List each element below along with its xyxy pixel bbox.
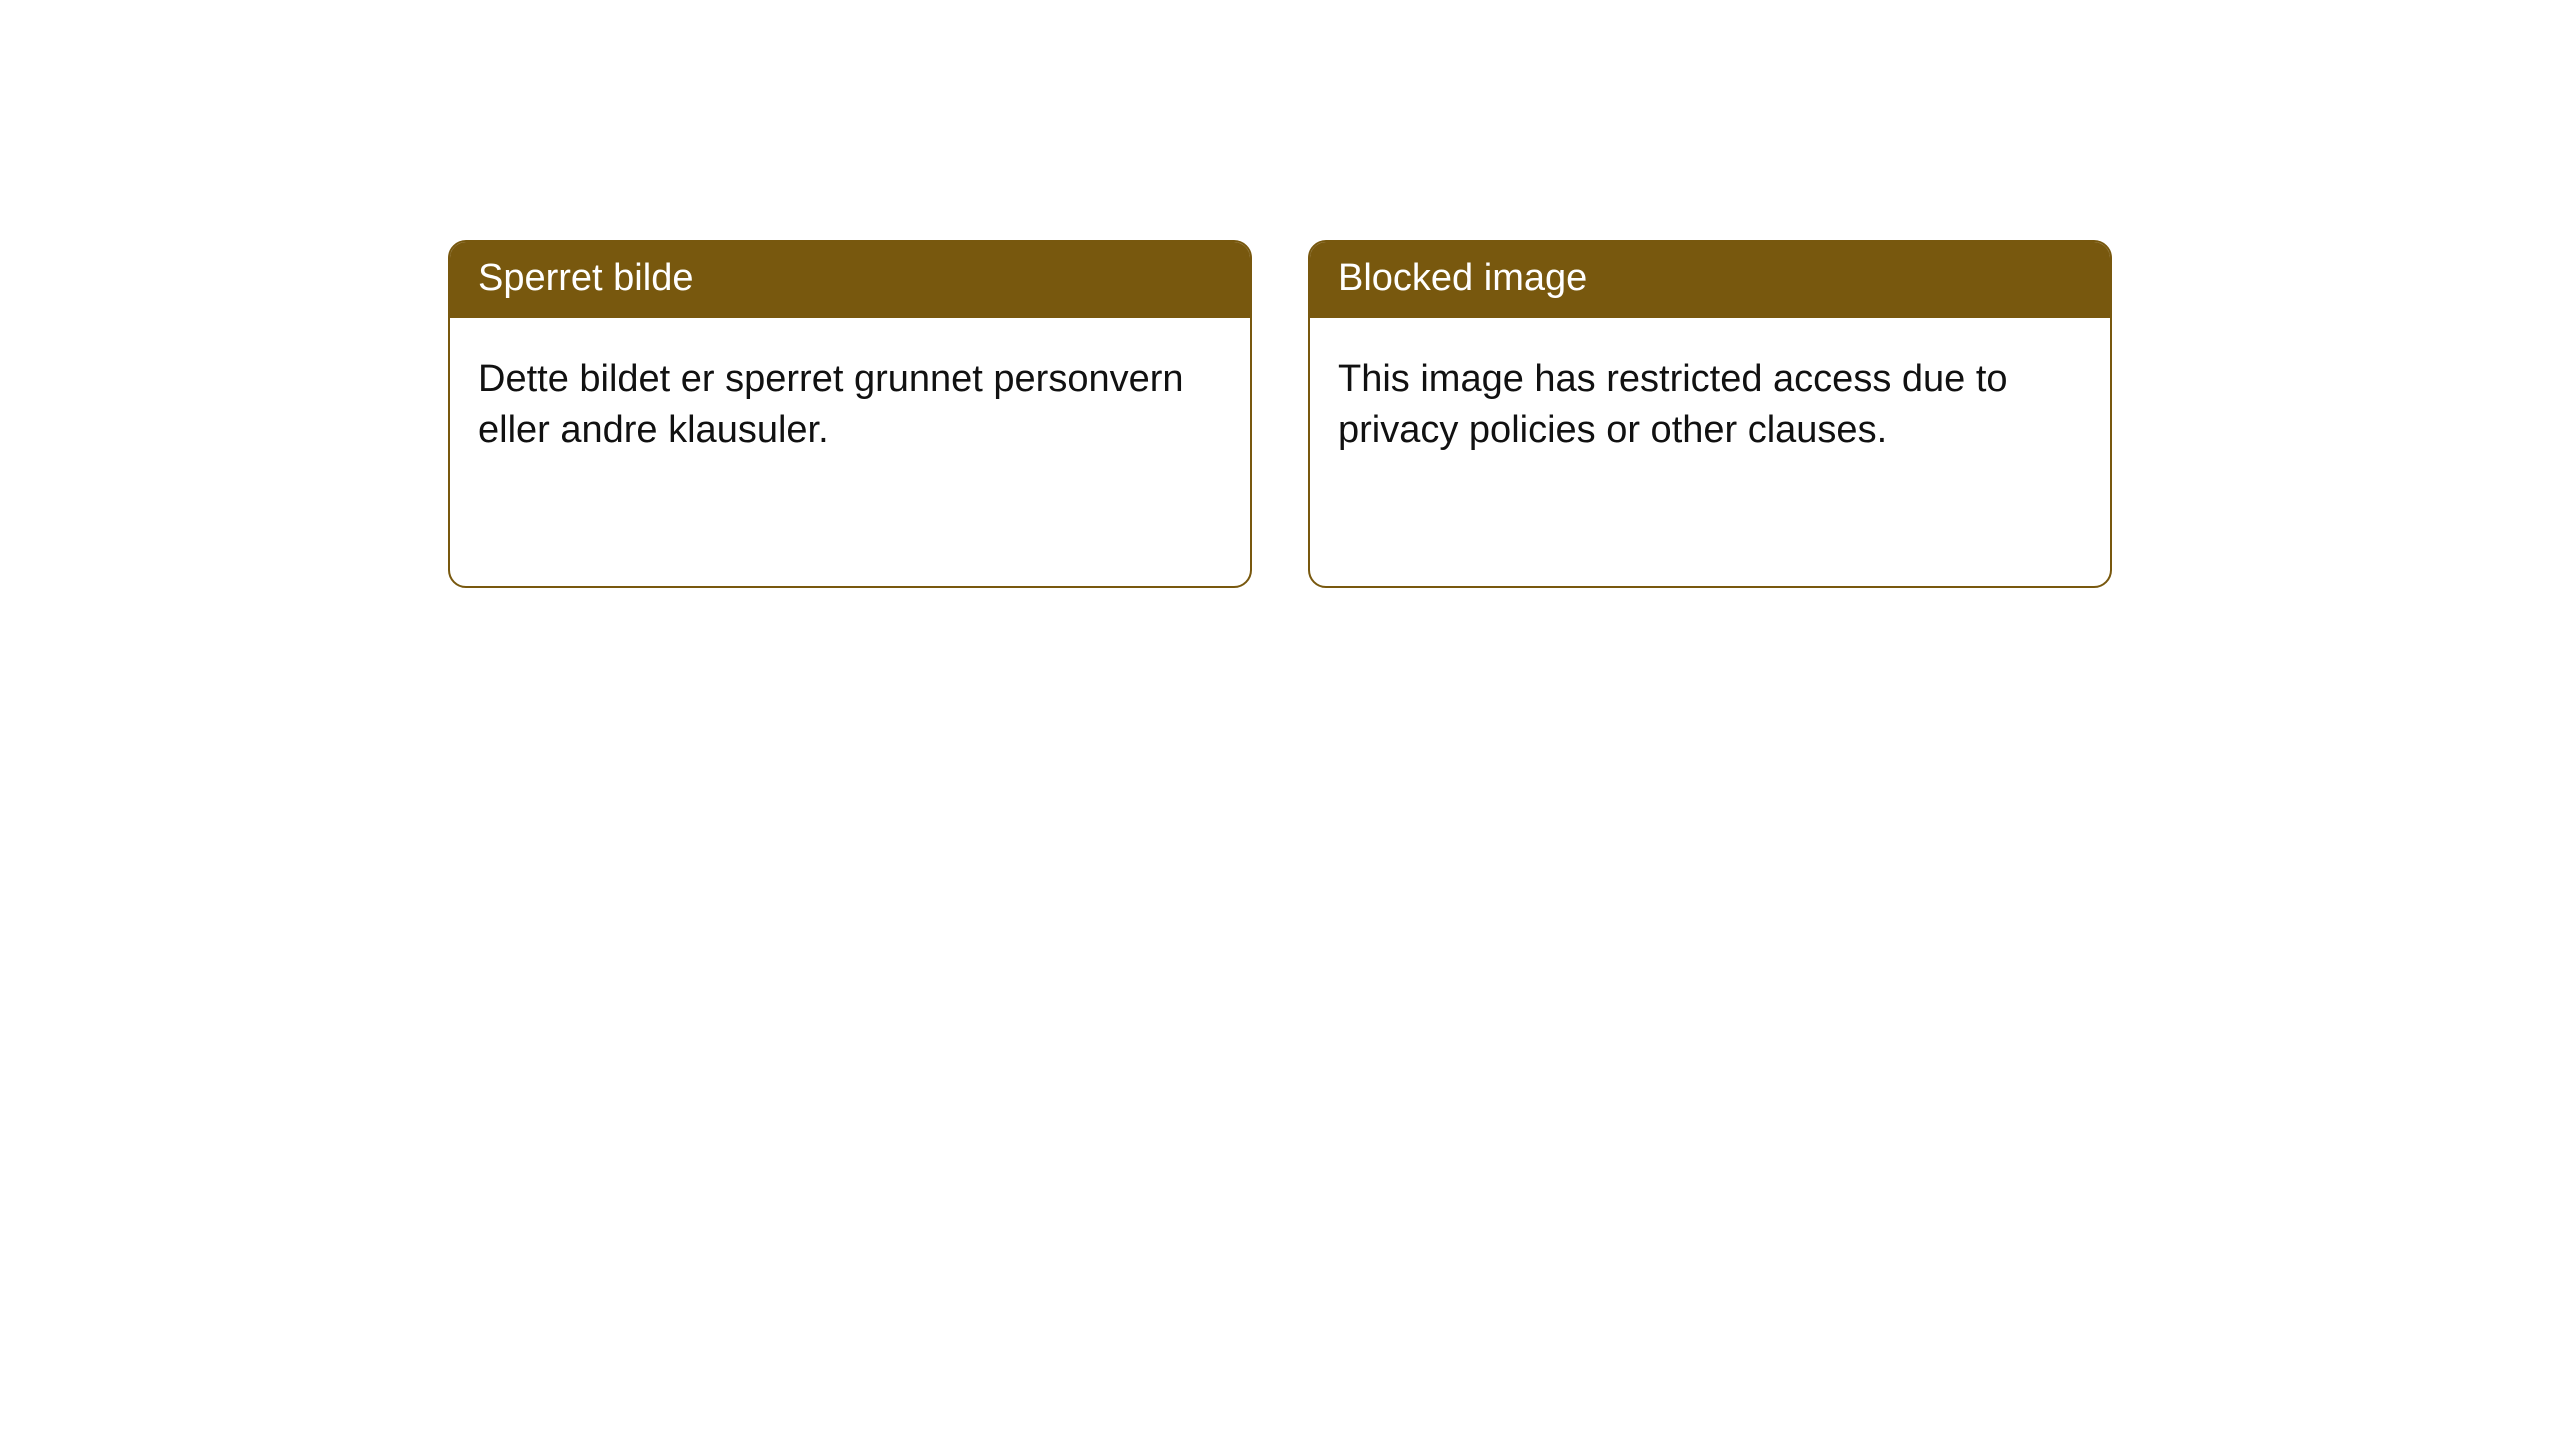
notice-card-body-en: This image has restricted access due to … <box>1310 318 2110 586</box>
notice-card-text-en: This image has restricted access due to … <box>1338 354 2082 457</box>
notice-card-en: Blocked image This image has restricted … <box>1308 240 2112 588</box>
notice-card-no: Sperret bilde Dette bildet er sperret gr… <box>448 240 1252 588</box>
notice-card-title-en: Blocked image <box>1310 242 2110 318</box>
notice-card-title-no: Sperret bilde <box>450 242 1250 318</box>
notice-card-text-no: Dette bildet er sperret grunnet personve… <box>478 354 1222 457</box>
notice-container: Sperret bilde Dette bildet er sperret gr… <box>0 0 2560 588</box>
notice-card-body-no: Dette bildet er sperret grunnet personve… <box>450 318 1250 586</box>
